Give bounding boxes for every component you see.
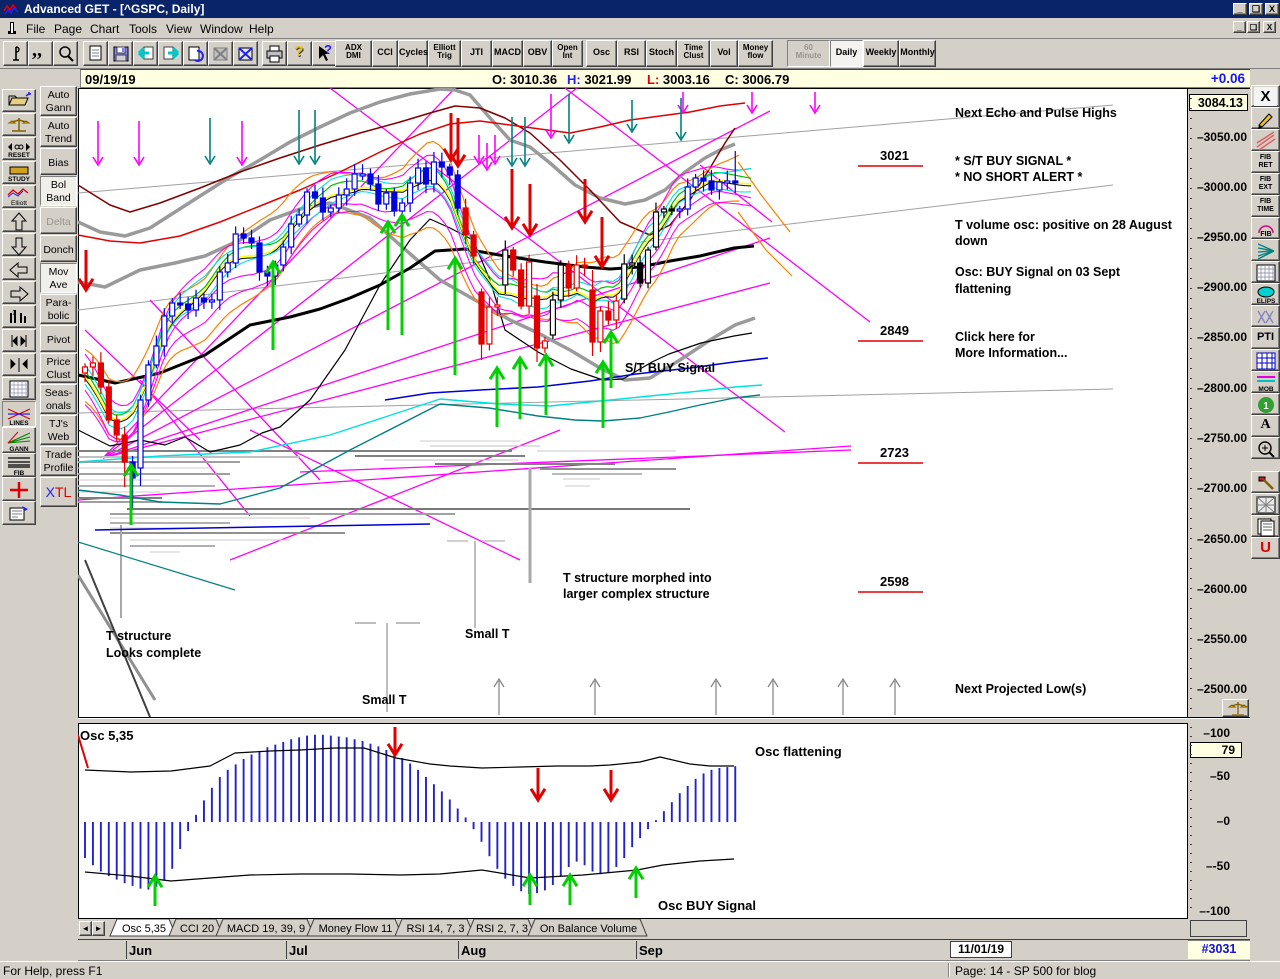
svg-text:GANN: GANN [9, 446, 28, 453]
svg-text:2598: 2598 [880, 574, 909, 589]
svg-text:RSI 14, 7, 3: RSI 14, 7, 3 [406, 923, 464, 935]
svg-text:Elliott: Elliott [11, 200, 27, 207]
svg-text:1: 1 [1263, 401, 1269, 412]
svg-text:Osc: BUY Signal on 03 Sept: Osc: BUY Signal on 03 Sept [955, 265, 1121, 279]
svg-text:2723: 2723 [880, 445, 909, 460]
svg-text:ELIPS: ELIPS [1257, 298, 1276, 305]
svg-text:3021: 3021 [880, 148, 909, 163]
svg-text:RSI 2, 7, 3: RSI 2, 7, 3 [476, 923, 528, 935]
svg-text:RESET: RESET [8, 152, 30, 159]
svg-text:Osc BUY Signal: Osc BUY Signal [658, 898, 756, 913]
svg-text:On Balance Volume: On Balance Volume [540, 923, 637, 935]
svg-text:Osc 5,35: Osc 5,35 [80, 728, 134, 743]
svg-text:* S/T BUY SIGNAL *: * S/T BUY SIGNAL * [955, 154, 1071, 168]
svg-text:More Information...: More Information... [955, 346, 1068, 360]
svg-text:S/T BUY Signal: S/T BUY Signal [625, 361, 715, 375]
svg-text:T volume osc: positive on 28 A: T volume osc: positive on 28 August [955, 218, 1173, 232]
svg-text:T structure: T structure [106, 629, 171, 643]
svg-text:Money Flow 11: Money Flow 11 [319, 923, 393, 935]
svg-text:Osc flattening: Osc flattening [755, 744, 842, 759]
svg-text:larger complex structure: larger complex structure [563, 587, 710, 601]
svg-text:Looks complete: Looks complete [106, 646, 201, 660]
svg-text:Small T: Small T [362, 693, 407, 707]
svg-text:1: 1 [12, 310, 16, 317]
svg-text:Osc 5,35: Osc 5,35 [122, 923, 166, 935]
svg-text:down: down [955, 234, 988, 248]
svg-text:MACD 19, 39, 9: MACD 19, 39, 9 [227, 923, 305, 935]
svg-text:FIB: FIB [14, 470, 25, 477]
svg-text:FIB: FIB [1260, 231, 1271, 238]
svg-text:Click here for: Click here for [955, 330, 1035, 344]
svg-text:Next Echo and Pulse Highs: Next Echo and Pulse Highs [955, 106, 1117, 120]
svg-text:* NO SHORT ALERT *: * NO SHORT ALERT * [955, 170, 1082, 184]
svg-text:flattening: flattening [955, 282, 1011, 296]
svg-text:Next Projected Low(s): Next Projected Low(s) [955, 682, 1086, 696]
svg-text:CCI 20: CCI 20 [180, 923, 214, 935]
svg-text:STUDY: STUDY [8, 176, 31, 183]
svg-text:Small T: Small T [465, 627, 510, 641]
svg-text:T structure morphed into: T structure morphed into [563, 571, 712, 585]
svg-text:MOB: MOB [1258, 386, 1273, 393]
svg-text:2849: 2849 [880, 323, 909, 338]
svg-text:LINES: LINES [9, 420, 29, 427]
